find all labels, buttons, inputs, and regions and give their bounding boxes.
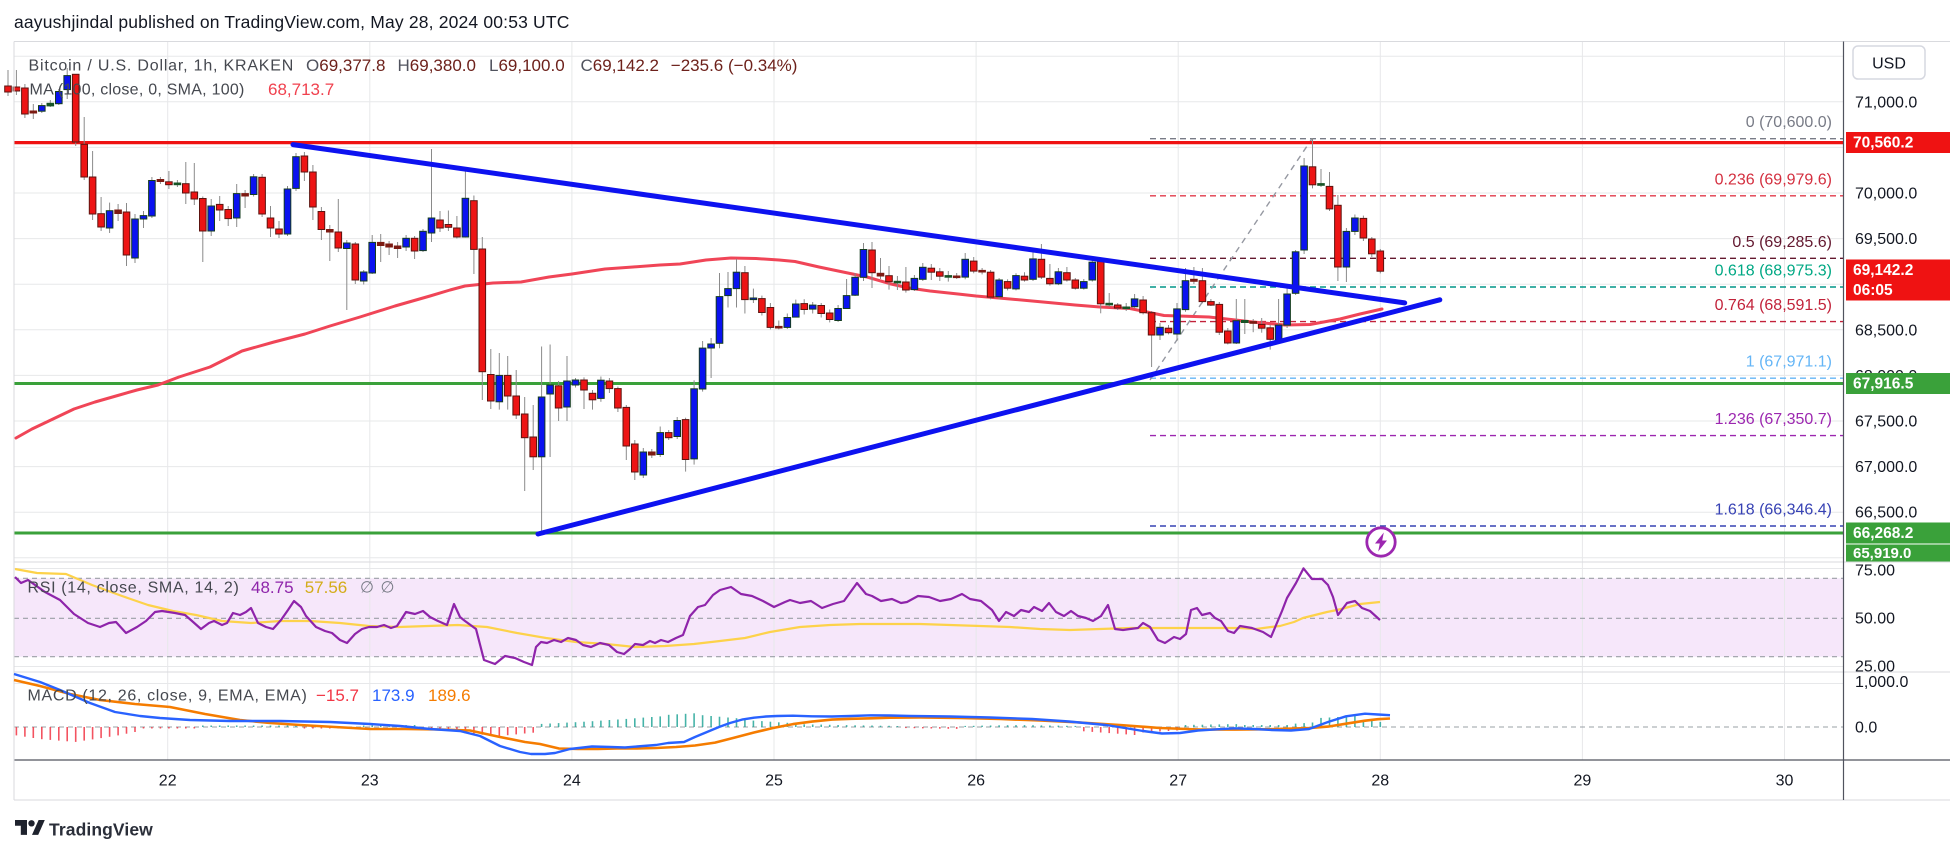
svg-text:C69,142.2: C69,142.2 [581, 56, 659, 75]
svg-text:O69,377.8: O69,377.8 [306, 56, 385, 75]
svg-text:aayushjindal published on Trad: aayushjindal published on TradingView.co… [14, 12, 570, 32]
svg-text:L69,100.0: L69,100.0 [489, 56, 565, 75]
svg-text:0.618 (68,975.3): 0.618 (68,975.3) [1715, 263, 1832, 280]
svg-text:65,919.0: 65,919.0 [1853, 545, 1911, 562]
svg-text:67,916.5: 67,916.5 [1853, 376, 1914, 393]
svg-text:26: 26 [967, 773, 985, 790]
svg-text:06:05: 06:05 [1853, 282, 1893, 299]
svg-text:22: 22 [159, 773, 177, 790]
svg-text:30: 30 [1776, 773, 1794, 790]
svg-text:71,000.0: 71,000.0 [1855, 94, 1917, 111]
svg-text:28: 28 [1371, 773, 1389, 790]
svg-text:0.5 (69,285.6): 0.5 (69,285.6) [1732, 234, 1832, 251]
svg-text:23: 23 [361, 773, 379, 790]
svg-text:H69,380.0: H69,380.0 [398, 56, 476, 75]
svg-text:USD: USD [1872, 56, 1906, 73]
svg-text:0.764 (68,591.5): 0.764 (68,591.5) [1715, 297, 1832, 314]
svg-text:∅: ∅ [381, 580, 395, 597]
svg-text:75.00: 75.00 [1855, 563, 1895, 580]
svg-text:0.236 (69,979.6): 0.236 (69,979.6) [1715, 171, 1832, 188]
svg-text:0 (70,600.0): 0 (70,600.0) [1746, 114, 1832, 131]
svg-text:MACD (12, 26, close, 9, EMA, E: MACD (12, 26, close, 9, EMA, EMA) [28, 688, 308, 705]
svg-text:1.618 (66,346.4): 1.618 (66,346.4) [1715, 502, 1832, 519]
svg-text:69,500.0: 69,500.0 [1855, 231, 1917, 248]
svg-text:RSI (14, close, SMA, 14, 2): RSI (14, close, SMA, 14, 2) [28, 580, 240, 597]
svg-text:1,000.0: 1,000.0 [1855, 674, 1908, 691]
svg-text:∅: ∅ [360, 580, 374, 597]
svg-text:TradingView: TradingView [49, 820, 153, 840]
svg-text:68,713.7: 68,713.7 [268, 80, 334, 99]
svg-text:69,142.2: 69,142.2 [1853, 262, 1913, 279]
svg-text:1 (67,971.1): 1 (67,971.1) [1746, 354, 1832, 371]
svg-text:Bitcoin / U.S. Dollar, 1h, KRA: Bitcoin / U.S. Dollar, 1h, KRAKEN [29, 58, 295, 75]
svg-text:57.56: 57.56 [305, 578, 348, 597]
svg-text:MA (100, close, 0, SMA, 100): MA (100, close, 0, SMA, 100) [30, 82, 245, 99]
svg-text:50.00: 50.00 [1855, 611, 1895, 628]
svg-text:29: 29 [1574, 773, 1592, 790]
svg-text:70,560.2: 70,560.2 [1853, 135, 1913, 152]
svg-text:27: 27 [1169, 773, 1187, 790]
svg-text:25: 25 [765, 773, 783, 790]
svg-text:25.00: 25.00 [1855, 659, 1895, 676]
svg-text:0.0: 0.0 [1855, 720, 1877, 737]
svg-text:66,268.2: 66,268.2 [1853, 525, 1913, 542]
svg-text:67,500.0: 67,500.0 [1855, 414, 1917, 431]
svg-text:1.236 (67,350.7): 1.236 (67,350.7) [1715, 411, 1832, 428]
svg-text:70,000.0: 70,000.0 [1855, 186, 1917, 203]
svg-text:66,500.0: 66,500.0 [1855, 505, 1917, 522]
svg-text:189.6: 189.6 [428, 686, 471, 705]
svg-text:48.75: 48.75 [251, 578, 294, 597]
svg-text:−235.6 (−0.34%): −235.6 (−0.34%) [671, 56, 798, 75]
svg-text:24: 24 [563, 773, 581, 790]
svg-text:173.9: 173.9 [372, 686, 415, 705]
svg-text:−15.7: −15.7 [316, 686, 359, 705]
svg-text:67,000.0: 67,000.0 [1855, 459, 1917, 476]
svg-text:68,500.0: 68,500.0 [1855, 322, 1917, 339]
